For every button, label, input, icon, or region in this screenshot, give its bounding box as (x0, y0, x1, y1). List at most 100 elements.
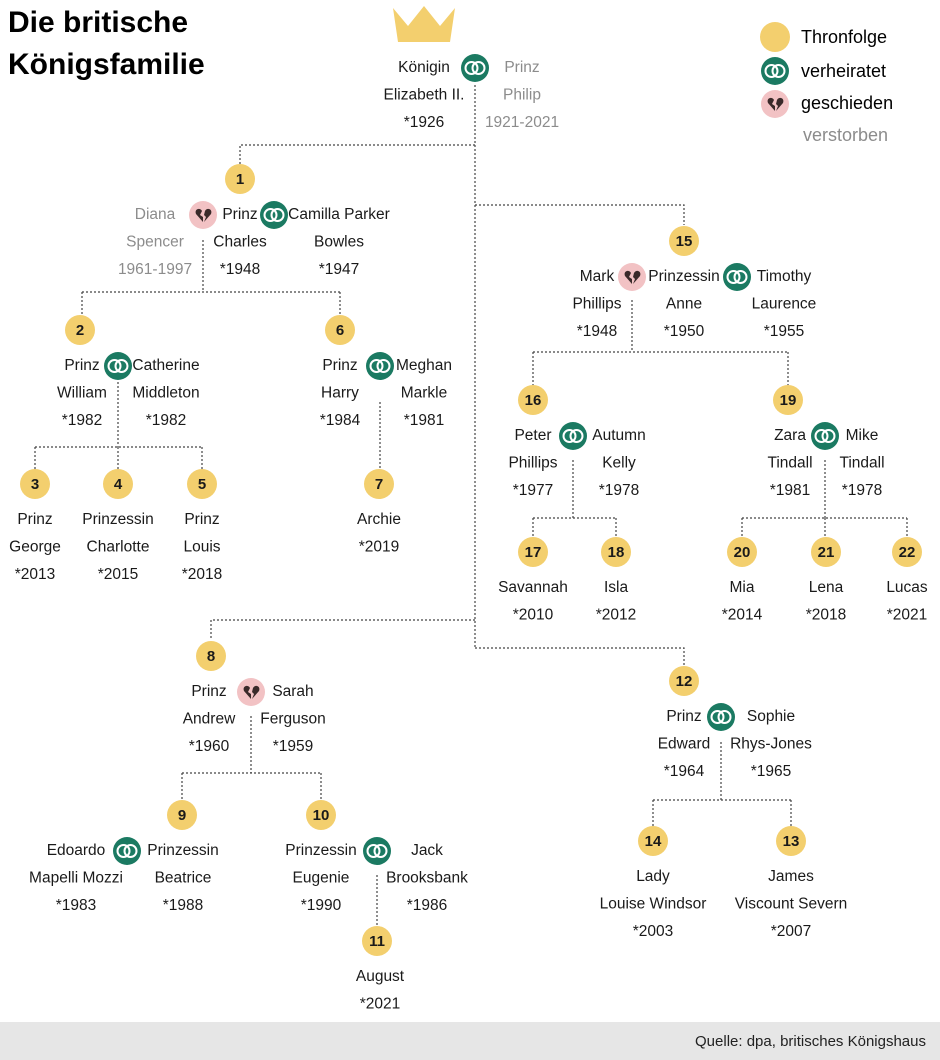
person-text: *1986 (407, 897, 448, 914)
person: Jack Brooksbank *1986 (386, 842, 468, 914)
divorced-icon (237, 678, 265, 706)
person-text: *2003 (633, 923, 674, 940)
person-text: *1950 (664, 323, 705, 340)
person-text: Prinz (504, 59, 539, 76)
person: Prinzessin Eugenie *1990 10 (285, 800, 357, 914)
person: Catherine Middleton *1982 (132, 357, 199, 429)
divorced-icon (761, 90, 789, 118)
ring (717, 710, 732, 724)
person-text: Prinz (322, 357, 357, 374)
person-text: Peter (514, 427, 551, 444)
person-text: Spencer (126, 234, 184, 251)
succession-number: 7 (375, 476, 383, 493)
person-text: Edoardo (47, 842, 106, 859)
legend: Thronfolge verheiratet geschieden versto… (760, 22, 893, 145)
person: Peter Phillips *1977 16 (508, 385, 558, 499)
person-text: Mapelli Mozzi (29, 870, 123, 887)
person-text: James (768, 868, 814, 885)
ring (710, 710, 725, 724)
person-text: *1947 (319, 261, 360, 278)
person-text: Autumn (592, 427, 645, 444)
person-text: Savannah (498, 579, 568, 596)
person-text: Camilla Parker (288, 206, 390, 223)
married-icon (811, 422, 839, 450)
person-text: Prinzessin (648, 268, 720, 285)
succession-badge (187, 469, 217, 499)
person-text: Mia (730, 579, 755, 596)
person-text: Viscount Severn (735, 896, 848, 913)
succession-badge (669, 666, 699, 696)
succession-number: 10 (313, 807, 330, 824)
broken-heart (243, 685, 260, 699)
person-text: Prinz (17, 511, 52, 528)
ring (373, 844, 388, 858)
person-text: Kelly (602, 455, 636, 472)
person-text: *2013 (15, 566, 56, 583)
person: James Viscount Severn *2007 13 (735, 826, 848, 940)
person: Prinzessin Anne *1950 15 (648, 226, 720, 340)
person: Königin Elizabeth II. *1926 (384, 59, 465, 131)
person-text: *1965 (751, 763, 792, 780)
person-text: Zara (774, 427, 806, 444)
succession-number: 16 (525, 392, 542, 409)
person-text: Markle (401, 385, 448, 402)
person-text: Prinz (666, 708, 701, 725)
person-text: Beatrice (155, 870, 212, 887)
ring (376, 359, 391, 373)
ring (270, 208, 285, 222)
broken-heart (767, 97, 784, 111)
person-text: *1988 (163, 897, 204, 914)
broken-heart (624, 270, 641, 284)
person-text: *1978 (599, 482, 640, 499)
person: Prinzessin Charlotte *2015 4 (82, 469, 154, 583)
person-text: Archie (357, 511, 401, 528)
person: Lucas *2021 22 (886, 537, 928, 624)
connectors (34, 85, 908, 930)
married-icon (761, 57, 789, 85)
succession-number: 1 (236, 171, 244, 188)
person-text: Louise Windsor (600, 896, 707, 913)
succession-badge (225, 164, 255, 194)
person-text: Andrew (183, 711, 236, 728)
person: Sophie Rhys-Jones *1965 (730, 708, 812, 780)
person-text: *1964 (664, 763, 705, 780)
person-text: Lucas (886, 579, 928, 596)
person-text: *2007 (771, 923, 812, 940)
legend-label: geschieden (801, 93, 893, 113)
broken-heart (195, 208, 212, 222)
person-text: 1961-1997 (118, 261, 192, 278)
succession-number: 3 (31, 476, 39, 493)
person-text: Middleton (132, 385, 199, 402)
person-text: Sarah (272, 683, 313, 700)
succession-number: 17 (525, 544, 542, 561)
person-text: Mike (846, 427, 879, 444)
person-text: Isla (604, 579, 629, 596)
person-text: Phillips (508, 455, 557, 472)
footer-bar (0, 1022, 940, 1060)
married-icon (113, 837, 141, 865)
person: Timothy Laurence *1955 (752, 268, 817, 340)
succession-badge (518, 537, 548, 567)
person-text: *1983 (56, 897, 97, 914)
ring (366, 844, 381, 858)
succession-number: 4 (114, 476, 123, 493)
succession-number: 19 (780, 392, 797, 409)
person-text: Elizabeth II. (384, 87, 465, 104)
divorced-icon (618, 263, 646, 291)
ring (569, 429, 584, 443)
succession-badge (306, 800, 336, 830)
person-text: Tindall (767, 455, 812, 472)
person: Archie *2019 7 (357, 469, 401, 556)
person-text: *2012 (596, 607, 637, 624)
person-text: *2018 (806, 607, 847, 624)
person-text: *1955 (764, 323, 805, 340)
person-text: Brooksbank (386, 870, 468, 887)
succession-badge (776, 826, 806, 856)
person: Lena *2018 21 (806, 537, 847, 624)
person: Prinzessin Beatrice *1988 9 (147, 800, 219, 914)
person-text: *1948 (220, 261, 261, 278)
person: Prinz William *1982 2 (57, 315, 107, 429)
person-text: Prinz (191, 683, 226, 700)
